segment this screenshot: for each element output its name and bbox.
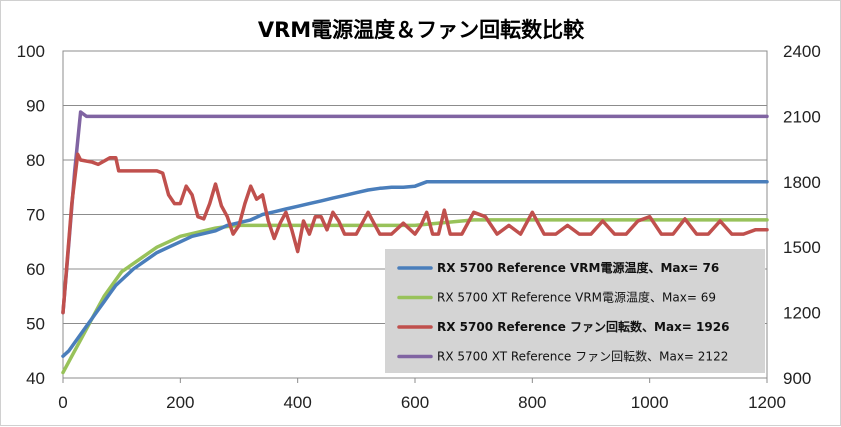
x-tick-label: 400: [283, 393, 311, 412]
x-tick-label: 800: [518, 393, 546, 412]
series-line-4: [61, 110, 769, 315]
y-right-tick-label: 1500: [783, 238, 821, 257]
y-right-tick-label: 1800: [783, 173, 821, 192]
x-tick-label: 200: [166, 393, 194, 412]
series-lines: [61, 110, 769, 375]
legend-label-3: RX 5700 Reference ファン回転数、Max= 1926: [437, 319, 729, 334]
y-left-tick-label: 40: [26, 369, 45, 388]
axes: 40 50 60 70 80 90 100 900 1200 1500 1800 2100 2400 0 2…: [17, 42, 821, 412]
y-right-tick-label: 2400: [783, 42, 821, 61]
series-line-3: [61, 152, 769, 315]
x-tick-label: 1000: [631, 393, 669, 412]
legend-label-2: RX 5700 XT Reference VRM電源温度、Max= 69: [437, 290, 716, 305]
legend-box: [385, 249, 765, 373]
y-right-tick-label: 2100: [783, 107, 821, 126]
y-left-tick-label: 50: [26, 315, 45, 334]
x-tick-label: 0: [58, 393, 67, 412]
legend: RX 5700 Reference VRM電源温度、Max= 76 RX 5700…: [385, 249, 765, 373]
legend-label-4: RX 5700 XT Reference ファン回転数、Max= 2122: [437, 349, 728, 364]
x-tick-label: 600: [401, 393, 429, 412]
y-left-tick-label: 100: [17, 42, 45, 61]
chart-title: VRM電源温度＆ファン回転数比較: [258, 18, 585, 42]
y-left-tick-label: 90: [26, 97, 45, 116]
y-left-tick-label: 80: [26, 151, 45, 170]
legend-label-1: RX 5700 Reference VRM電源温度、Max= 76: [437, 260, 719, 275]
y-right-tick-label: 1200: [783, 304, 821, 323]
series-line-1: [61, 180, 769, 358]
y-left-tick-label: 70: [26, 206, 45, 225]
y-left-tick-label: 60: [26, 260, 45, 279]
y-right-tick-label: 900: [783, 369, 811, 388]
x-tick-label: 1200: [748, 393, 786, 412]
